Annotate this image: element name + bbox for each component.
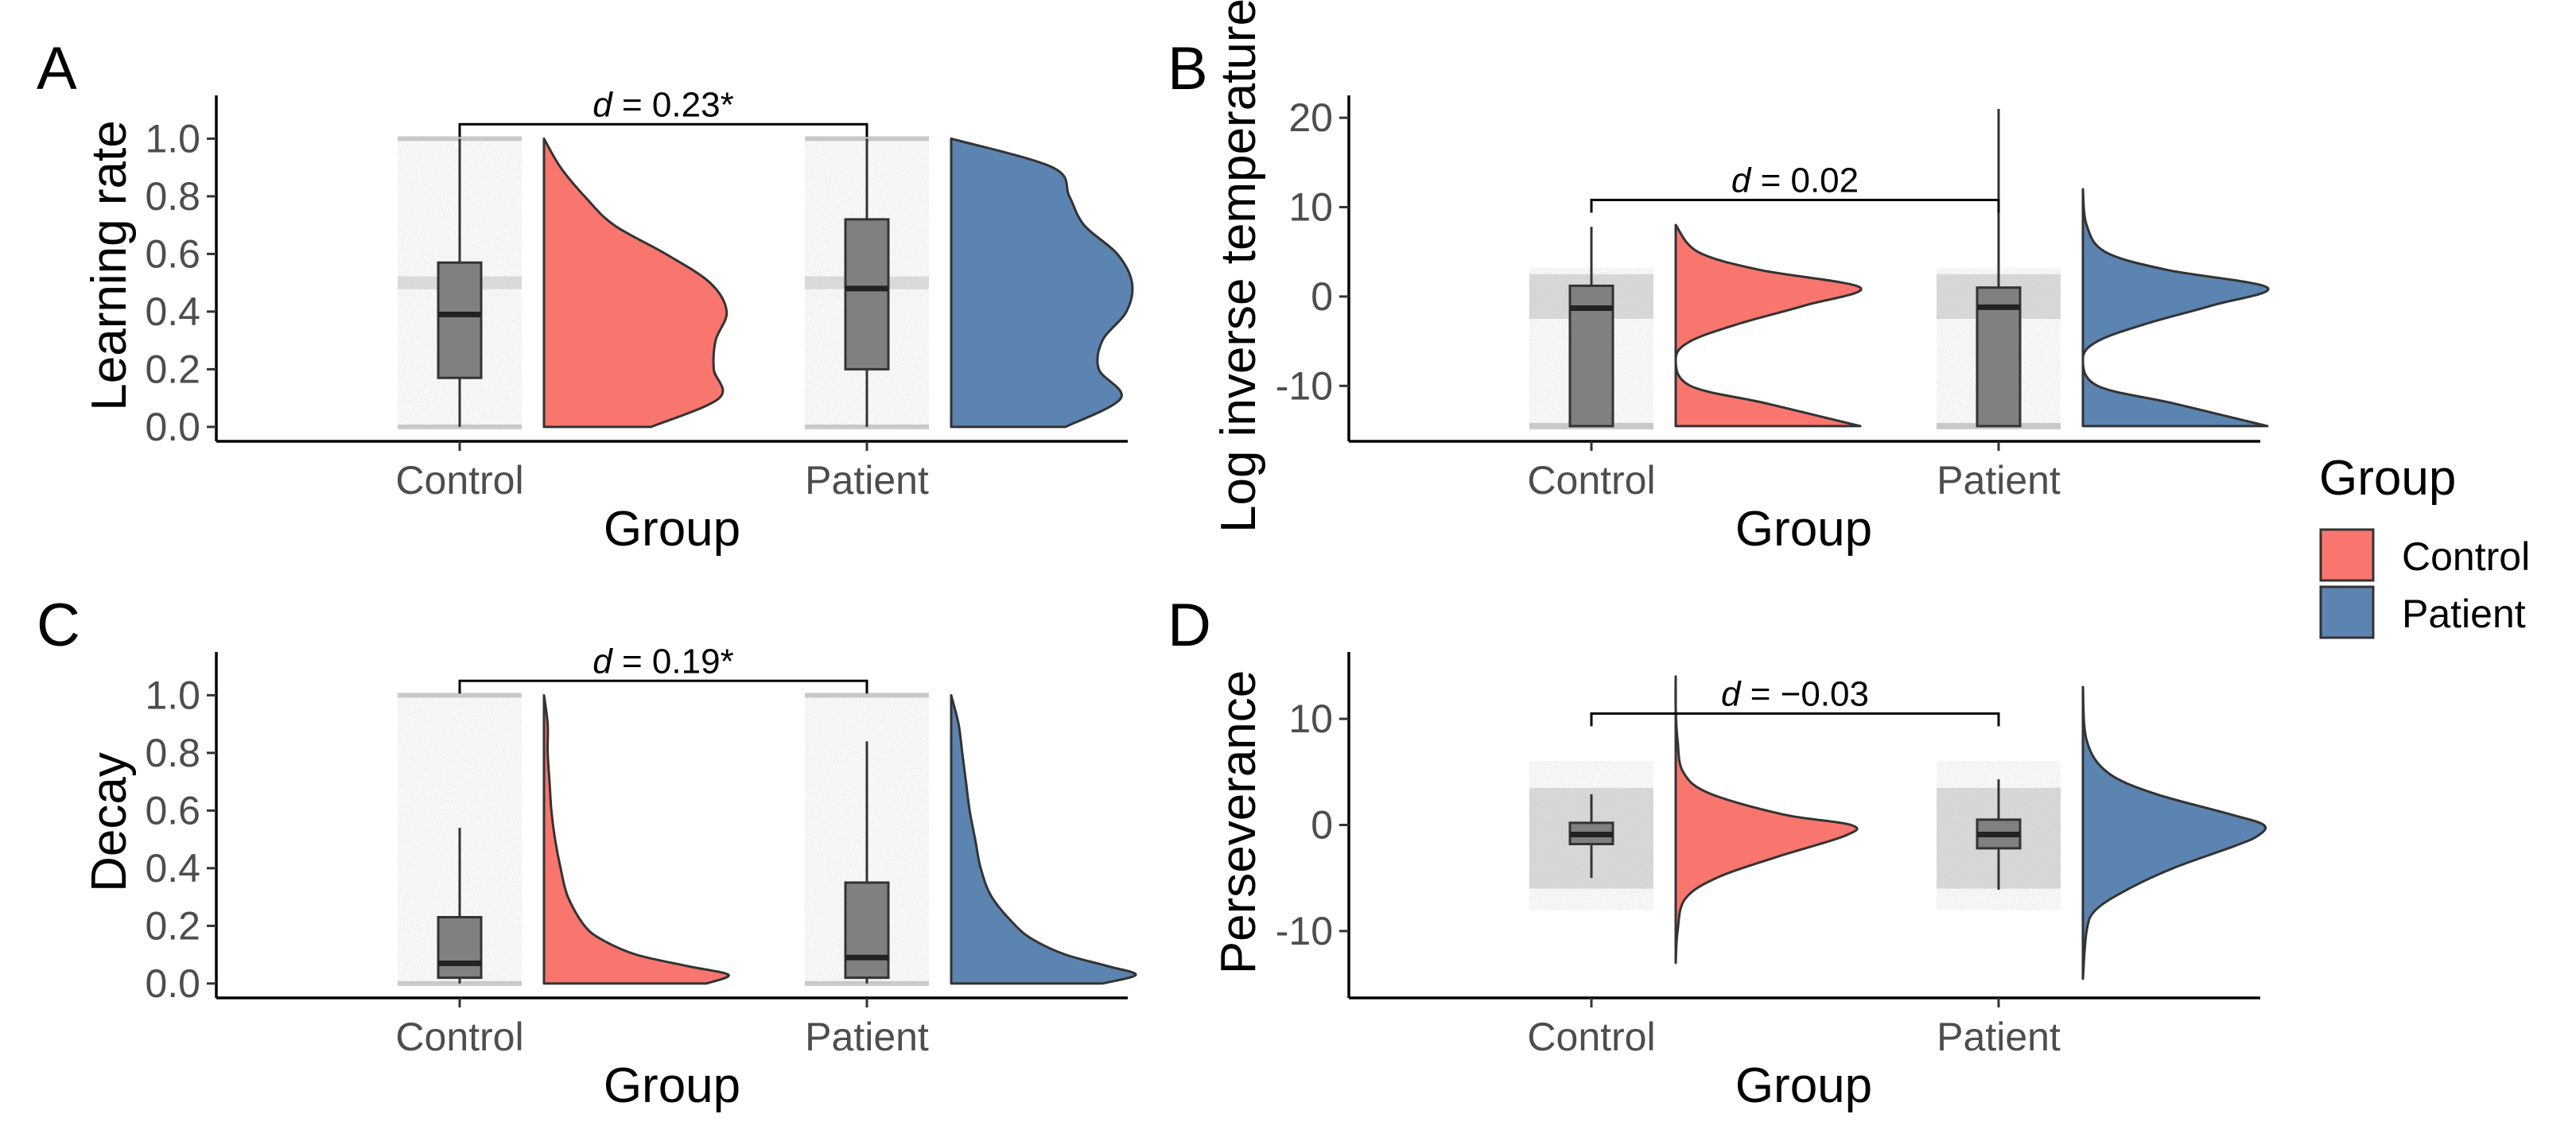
panel-d-tag: D	[1168, 592, 1211, 659]
box-patient	[844, 218, 890, 371]
panel-d-ylabel: Perseverance	[1211, 670, 1266, 975]
effect-size-label: d = 0.19*	[593, 642, 733, 681]
x-tick-label-control: Control	[1527, 458, 1655, 503]
density-patient	[2081, 188, 2270, 428]
y-tick-label: 0.4	[145, 846, 200, 891]
panel-a-plot: d = 0.23* 0.0 0.2 0.4 0.6 0.8 1.0 Control Patien…	[145, 85, 1134, 503]
panel-c: C d = 0.19* 0.0 0.2 0.4 0.6 0.8 1.0 Control Pati…	[37, 592, 1137, 1113]
y-tick-label: -10	[1276, 909, 1333, 953]
jitter-band-top	[398, 693, 522, 698]
jitter-band-top	[805, 693, 929, 698]
x-tick-label-patient: Patient	[1937, 1015, 2061, 1059]
panel-a-tag: A	[37, 35, 77, 103]
y-tick-label: -10	[1276, 363, 1333, 408]
panel-a: A d = 0.23* 0.0 0.2 0.4 0.6 0.8 1.0 Control Pati…	[37, 35, 1134, 557]
legend-label-control: Control	[2402, 534, 2530, 579]
panel-b-tag: B	[1168, 35, 1208, 103]
panel-c-ylabel: Decay	[82, 752, 137, 892]
density-control	[1674, 223, 1863, 428]
y-tick-label: 0.6	[145, 231, 200, 276]
y-tick-label: 0.6	[145, 788, 200, 833]
box-control	[437, 916, 483, 980]
panel-d: D d = −0.03 -10 0 10 Control Patient Persever…	[1168, 592, 2267, 1113]
legend-label-patient: Patient	[2402, 592, 2526, 636]
panel-c-plot: d = 0.19* 0.0 0.2 0.4 0.6 0.8 1.0 Control Patien…	[145, 642, 1137, 1059]
y-tick-label: 10	[1288, 185, 1333, 230]
panel-b-ylabel: Log inverse temperature	[1211, 0, 1266, 533]
x-tick-label-patient: Patient	[805, 458, 929, 503]
y-tick-label: 0.2	[145, 903, 200, 948]
panel-b-plot: d = 0.02 -10 0 10 20 Control Patient	[1276, 95, 2270, 503]
panel-a-ylabel: Learning rate	[82, 120, 137, 410]
legend-swatch-patient	[2319, 585, 2375, 639]
significance-bracket	[1590, 712, 2000, 727]
y-tick-label: 0	[1311, 274, 1333, 319]
significance-bracket	[458, 679, 868, 694]
significance-bracket	[1590, 199, 2000, 213]
legend-title: Group	[2319, 451, 2456, 506]
y-tick-label: 1.0	[145, 116, 200, 161]
y-tick-label: 10	[1288, 697, 1333, 741]
y-tick-label: 0.2	[145, 347, 200, 391]
legend-swatch-control	[2319, 528, 2375, 582]
panel-d-xlabel: Group	[1735, 1058, 1872, 1113]
effect-size-label: d = 0.02	[1731, 161, 1859, 200]
panel-a-xlabel: Group	[604, 502, 740, 557]
x-tick-label-patient: Patient	[1937, 458, 2061, 503]
y-tick-label: 20	[1288, 95, 1333, 140]
y-tick-label: 0.0	[145, 405, 200, 449]
y-tick-label: 1.0	[145, 673, 200, 717]
panel-c-xlabel: Group	[604, 1058, 740, 1113]
y-tick-label: 0.8	[145, 174, 200, 219]
panel-b-xlabel: Group	[1735, 502, 1872, 557]
density-patient	[950, 137, 1134, 429]
effect-size-label: d = −0.03	[1721, 674, 1869, 713]
panel-b: B d = 0.02 -10 0 10 20 Control Patient Log inv…	[1168, 0, 2270, 557]
box-patient	[844, 881, 890, 980]
box-control	[437, 261, 483, 379]
y-tick-label: 0.4	[145, 289, 200, 334]
x-tick-label-control: Control	[395, 1015, 523, 1059]
x-tick-label-control: Control	[1527, 1015, 1655, 1059]
x-tick-label-control: Control	[395, 458, 523, 503]
box-patient	[1976, 286, 2022, 428]
y-tick-label: 0	[1311, 803, 1333, 848]
density-control	[1674, 675, 1859, 965]
density-control	[542, 693, 730, 985]
legend: Group Control Patient	[2319, 451, 2530, 639]
density-patient	[950, 693, 1137, 985]
density-control	[542, 137, 729, 429]
x-tick-label-patient: Patient	[805, 1015, 929, 1059]
effect-size-label: d = 0.23*	[593, 85, 733, 124]
y-tick-label: 0.8	[145, 731, 200, 775]
significance-bracket	[458, 122, 868, 138]
y-tick-label: 0.0	[145, 961, 200, 1006]
panel-d-plot: d = −0.03 -10 0 10 Control Patient	[1276, 652, 2267, 1059]
panel-c-tag: C	[37, 592, 80, 659]
density-patient	[2081, 685, 2267, 980]
